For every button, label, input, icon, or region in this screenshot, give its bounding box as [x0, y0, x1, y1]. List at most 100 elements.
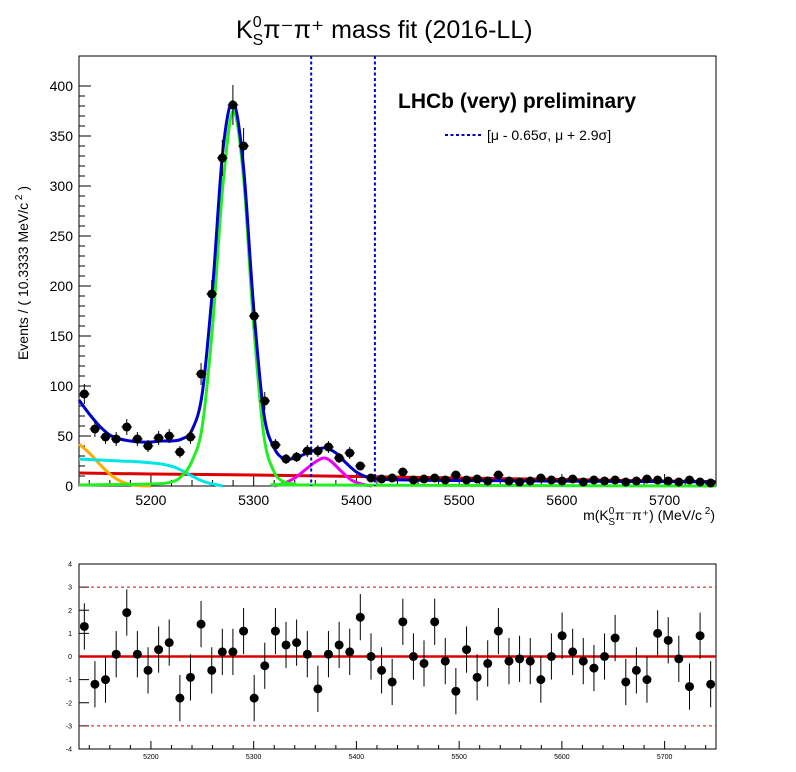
main-axes: 0 50 100 150 200 250 300 350 400 5200 5300 5400 5500… — [50, 78, 707, 508]
data-point — [366, 473, 376, 483]
pull-point — [387, 677, 397, 687]
pull-point — [483, 658, 493, 668]
pull-point — [504, 656, 514, 666]
data-point — [430, 473, 440, 483]
data-point — [79, 389, 89, 399]
x-tick-label: 5500 — [444, 492, 475, 508]
pull-point — [568, 647, 578, 657]
data-point — [387, 473, 397, 483]
legend-label-window: [μ - 0.65σ, μ + 2.9σ] — [487, 127, 611, 143]
data-point — [302, 446, 312, 456]
data-point — [185, 432, 195, 442]
pull-y-tick-label: 0 — [68, 654, 72, 661]
main-plot-frame — [78, 55, 717, 487]
data-point — [600, 476, 610, 486]
pull-point — [462, 645, 472, 655]
pull-y-tick-label: -1 — [66, 677, 72, 684]
data-point — [663, 476, 673, 486]
pull-point — [207, 665, 217, 675]
data-point — [536, 473, 546, 483]
data-point — [323, 442, 333, 452]
pull-point — [132, 649, 142, 659]
data-point — [111, 434, 121, 444]
pull-point — [610, 633, 620, 643]
y-tick-label: 250 — [50, 228, 74, 244]
data-point — [706, 478, 716, 488]
pull-point — [440, 656, 450, 666]
data-point — [334, 453, 344, 463]
pull-point — [302, 649, 312, 659]
pull-y-tick-label: -2 — [66, 700, 72, 707]
pull-point — [355, 612, 365, 622]
data-point — [557, 476, 567, 486]
data-point — [546, 475, 556, 485]
data-point — [228, 100, 238, 110]
y-tick-label: 400 — [50, 78, 74, 94]
pull-point — [631, 665, 641, 675]
fit-curve-magenta — [273, 456, 373, 488]
pull-point — [101, 675, 111, 685]
pull-point — [154, 645, 164, 655]
data-point — [260, 396, 270, 406]
data-point — [642, 474, 652, 484]
y-axis-label: Events / ( 10.3333 MeV/c 2 ) — [14, 186, 31, 360]
data-point — [684, 475, 694, 485]
pull-point — [313, 684, 323, 694]
pull-y-tick-label: 1 — [68, 631, 72, 638]
pull-point — [239, 626, 249, 636]
data-point — [196, 369, 206, 379]
data-point — [408, 475, 418, 485]
pull-x-tick-label: 5700 — [657, 754, 673, 761]
x-axis-label: m(K0 Sπ⁻π⁺) (MeV/c 2) — [583, 506, 715, 528]
chart-title: K0 Sπ⁻π⁺ mass fit (2016-LL) — [236, 14, 533, 49]
data-point — [313, 446, 323, 456]
data-point — [568, 474, 578, 484]
data-point — [674, 477, 684, 487]
y-tick-label: 200 — [50, 278, 74, 294]
pull-point — [451, 686, 461, 696]
pull-point — [185, 672, 195, 682]
pull-axes: -4 -3 -2 -1 0 1 2 3 4 5200 5300 5400 5500 5600 5700 — [66, 562, 707, 761]
pull-point — [217, 647, 227, 657]
pull-y-tick-label: 4 — [68, 562, 72, 569]
data-point — [377, 474, 387, 484]
y-tick-label: 50 — [57, 428, 73, 444]
pull-point — [377, 665, 387, 675]
data-point — [621, 477, 631, 487]
data-point — [462, 475, 472, 485]
pull-point — [164, 638, 174, 648]
pull-y-tick-label: 3 — [68, 585, 72, 592]
pull-point — [90, 679, 100, 689]
data-point — [419, 474, 429, 484]
data-point — [440, 475, 450, 485]
data-point — [154, 433, 164, 443]
pull-x-tick-label: 5400 — [349, 754, 365, 761]
data-point — [101, 432, 111, 442]
pull-point — [546, 652, 556, 661]
pull-point — [122, 608, 132, 618]
pull-y-tick-label: 2 — [68, 608, 72, 615]
fit-curve-orange — [78, 442, 151, 488]
y-tick-label: 150 — [50, 328, 74, 344]
data-point — [143, 441, 153, 451]
pull-point — [684, 682, 694, 692]
pull-point — [600, 652, 610, 661]
pull-x-tick-label: 5500 — [451, 754, 467, 761]
data-point — [610, 475, 620, 485]
x-tick-label: 5300 — [238, 492, 269, 508]
pull-point — [270, 626, 280, 636]
pull-y-tick-label: -4 — [66, 747, 72, 754]
data-point — [292, 452, 302, 462]
pull-point — [260, 661, 270, 671]
pull-point — [196, 619, 206, 629]
y-tick-label: 300 — [50, 178, 74, 194]
pull-point — [175, 693, 185, 703]
pull-x-tick-label: 5600 — [554, 754, 570, 761]
fit-curves — [77, 100, 717, 488]
pull-point — [621, 677, 631, 687]
pull-point — [557, 631, 567, 641]
pull-x-tick-label: 5300 — [246, 754, 262, 761]
pull-point — [525, 656, 535, 666]
data-point — [451, 470, 461, 480]
